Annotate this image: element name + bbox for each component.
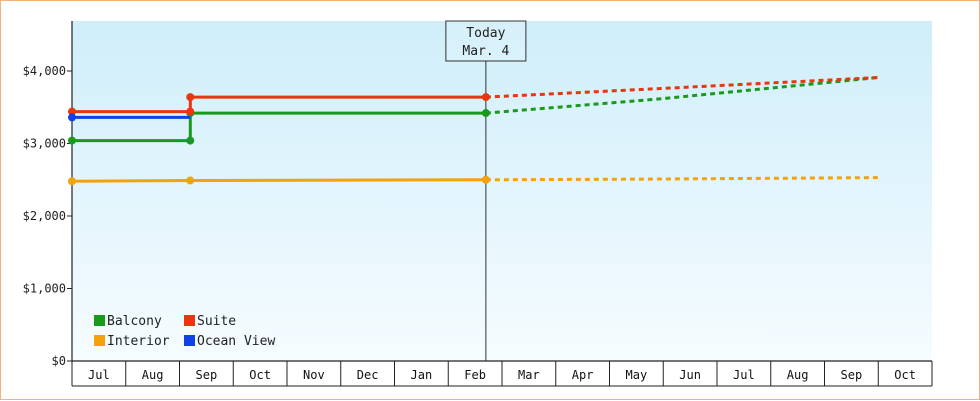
x-tick-label: Oct — [894, 368, 916, 382]
balcony-point — [186, 136, 195, 145]
balcony-point — [481, 109, 490, 118]
x-tick-label: Sep — [196, 368, 218, 382]
y-axis: $0 $1,000 $2,000 $3,000 $4,000 — [23, 21, 73, 368]
interior-point — [68, 177, 76, 186]
y-tick-label: $4,000 — [23, 64, 66, 78]
x-tick-label: Sep — [841, 368, 863, 382]
y-tick-label: $3,000 — [23, 137, 66, 151]
x-tick-label: Apr — [572, 368, 594, 382]
x-tick-label: Mar — [518, 368, 540, 382]
x-tick-label: Aug — [142, 368, 164, 382]
ocean-view-point — [68, 113, 76, 122]
x-tick-label: Aug — [787, 368, 809, 382]
interior-point — [186, 176, 195, 185]
legend: Balcony Suite Interior Ocean View — [94, 314, 275, 349]
x-tick-label: Dec — [357, 368, 379, 382]
x-tick-label: Jul — [88, 368, 110, 382]
series-lines — [68, 76, 879, 186]
y-tick-label: $1,000 — [23, 282, 66, 296]
x-axis: Jul Aug Sep Oct Nov Dec Jan Feb Mar Apr May Jun Jul A… — [71, 360, 933, 387]
legend-label-balcony: Balcony — [107, 314, 162, 329]
y-tick-label: $0 — [52, 354, 66, 368]
suite-point — [186, 93, 195, 102]
x-tick-label: Oct — [249, 368, 271, 382]
suite-point — [186, 107, 195, 116]
legend-label-interior: Interior — [107, 334, 170, 349]
x-tick-label: May — [626, 368, 648, 382]
plot-background — [72, 21, 932, 361]
x-tick-label: Jun — [679, 368, 701, 382]
suite-point — [68, 107, 76, 116]
today-box — [445, 20, 527, 62]
legend-swatch-interior — [94, 335, 105, 346]
legend-label-suite: Suite — [197, 314, 236, 329]
today-label: Today — [466, 26, 505, 41]
legend-label-ocean-view: Ocean View — [197, 334, 275, 349]
x-tick-label: Jul — [733, 368, 755, 382]
interior-line — [71, 178, 486, 183]
legend-swatch-ocean-view — [184, 335, 195, 346]
x-tick-label: Nov — [303, 368, 325, 382]
x-tick-label: Jan — [411, 368, 433, 382]
x-tick-label: Feb — [464, 368, 486, 382]
y-tick-label: $2,000 — [23, 209, 66, 223]
balcony-point — [68, 136, 76, 145]
suite-point — [481, 93, 490, 102]
today-date: Mar. 4 — [462, 44, 509, 59]
balcony-line — [72, 111, 486, 143]
interior-point — [481, 175, 490, 184]
legend-swatch-suite — [184, 315, 195, 326]
today-marker: Today Mar. 4 — [445, 20, 527, 361]
legend-swatch-balcony — [94, 315, 105, 326]
suite-line — [72, 95, 486, 114]
